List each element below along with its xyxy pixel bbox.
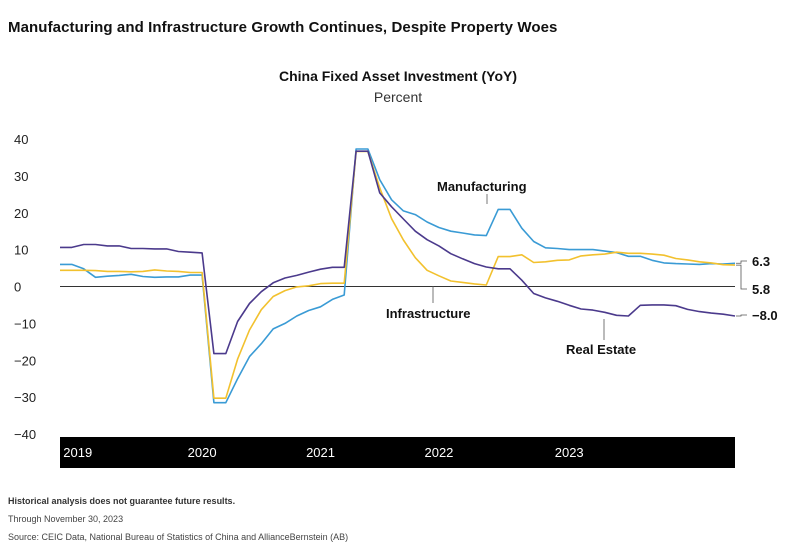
y-tick-label: −10 [14, 316, 36, 331]
end-value-label: 5.8 [752, 282, 770, 297]
series-line-infrastructure [60, 150, 736, 400]
end-label-leader [736, 264, 747, 290]
series-line-manufacturing [60, 148, 736, 404]
headline: Manufacturing and Infrastructure Growth … [8, 19, 558, 36]
end-value-label: −8.0 [752, 308, 778, 323]
chart-title: China Fixed Asset Investment (YoY) [278, 68, 518, 84]
through-date-note: Through November 30, 2023 [8, 514, 124, 524]
end-label-leader [736, 314, 747, 317]
series-line-real-estate [60, 150, 736, 355]
y-tick-label: 0 [14, 280, 21, 295]
x-tick-label: 2019 [63, 445, 92, 460]
y-tick-label: −40 [14, 427, 36, 442]
end-value-label: 6.3 [752, 254, 770, 269]
series-annotation: Real Estate [566, 342, 636, 357]
x-tick-label: 2023 [555, 445, 584, 460]
x-tick-label: 2022 [424, 445, 453, 460]
x-axis-band [60, 437, 735, 468]
source-note: Source: CEIC Data, National Bureau of St… [8, 532, 349, 542]
y-tick-label: 10 [14, 243, 28, 258]
x-tick-label: 2021 [306, 445, 335, 460]
y-tick-label: 30 [14, 169, 28, 184]
disclaimer-note: Historical analysis does not guarantee f… [8, 496, 236, 506]
series-annotation: Manufacturing [437, 179, 527, 194]
x-tick-label: 2020 [188, 445, 217, 460]
series-annotation: Infrastructure [386, 306, 471, 321]
y-tick-label: 40 [14, 132, 28, 147]
chart-subtitle: Percent [373, 89, 423, 105]
y-tick-label: 20 [14, 206, 28, 221]
y-tick-label: −20 [14, 353, 36, 368]
end-label-leader [736, 260, 747, 264]
y-tick-label: −30 [14, 390, 36, 405]
